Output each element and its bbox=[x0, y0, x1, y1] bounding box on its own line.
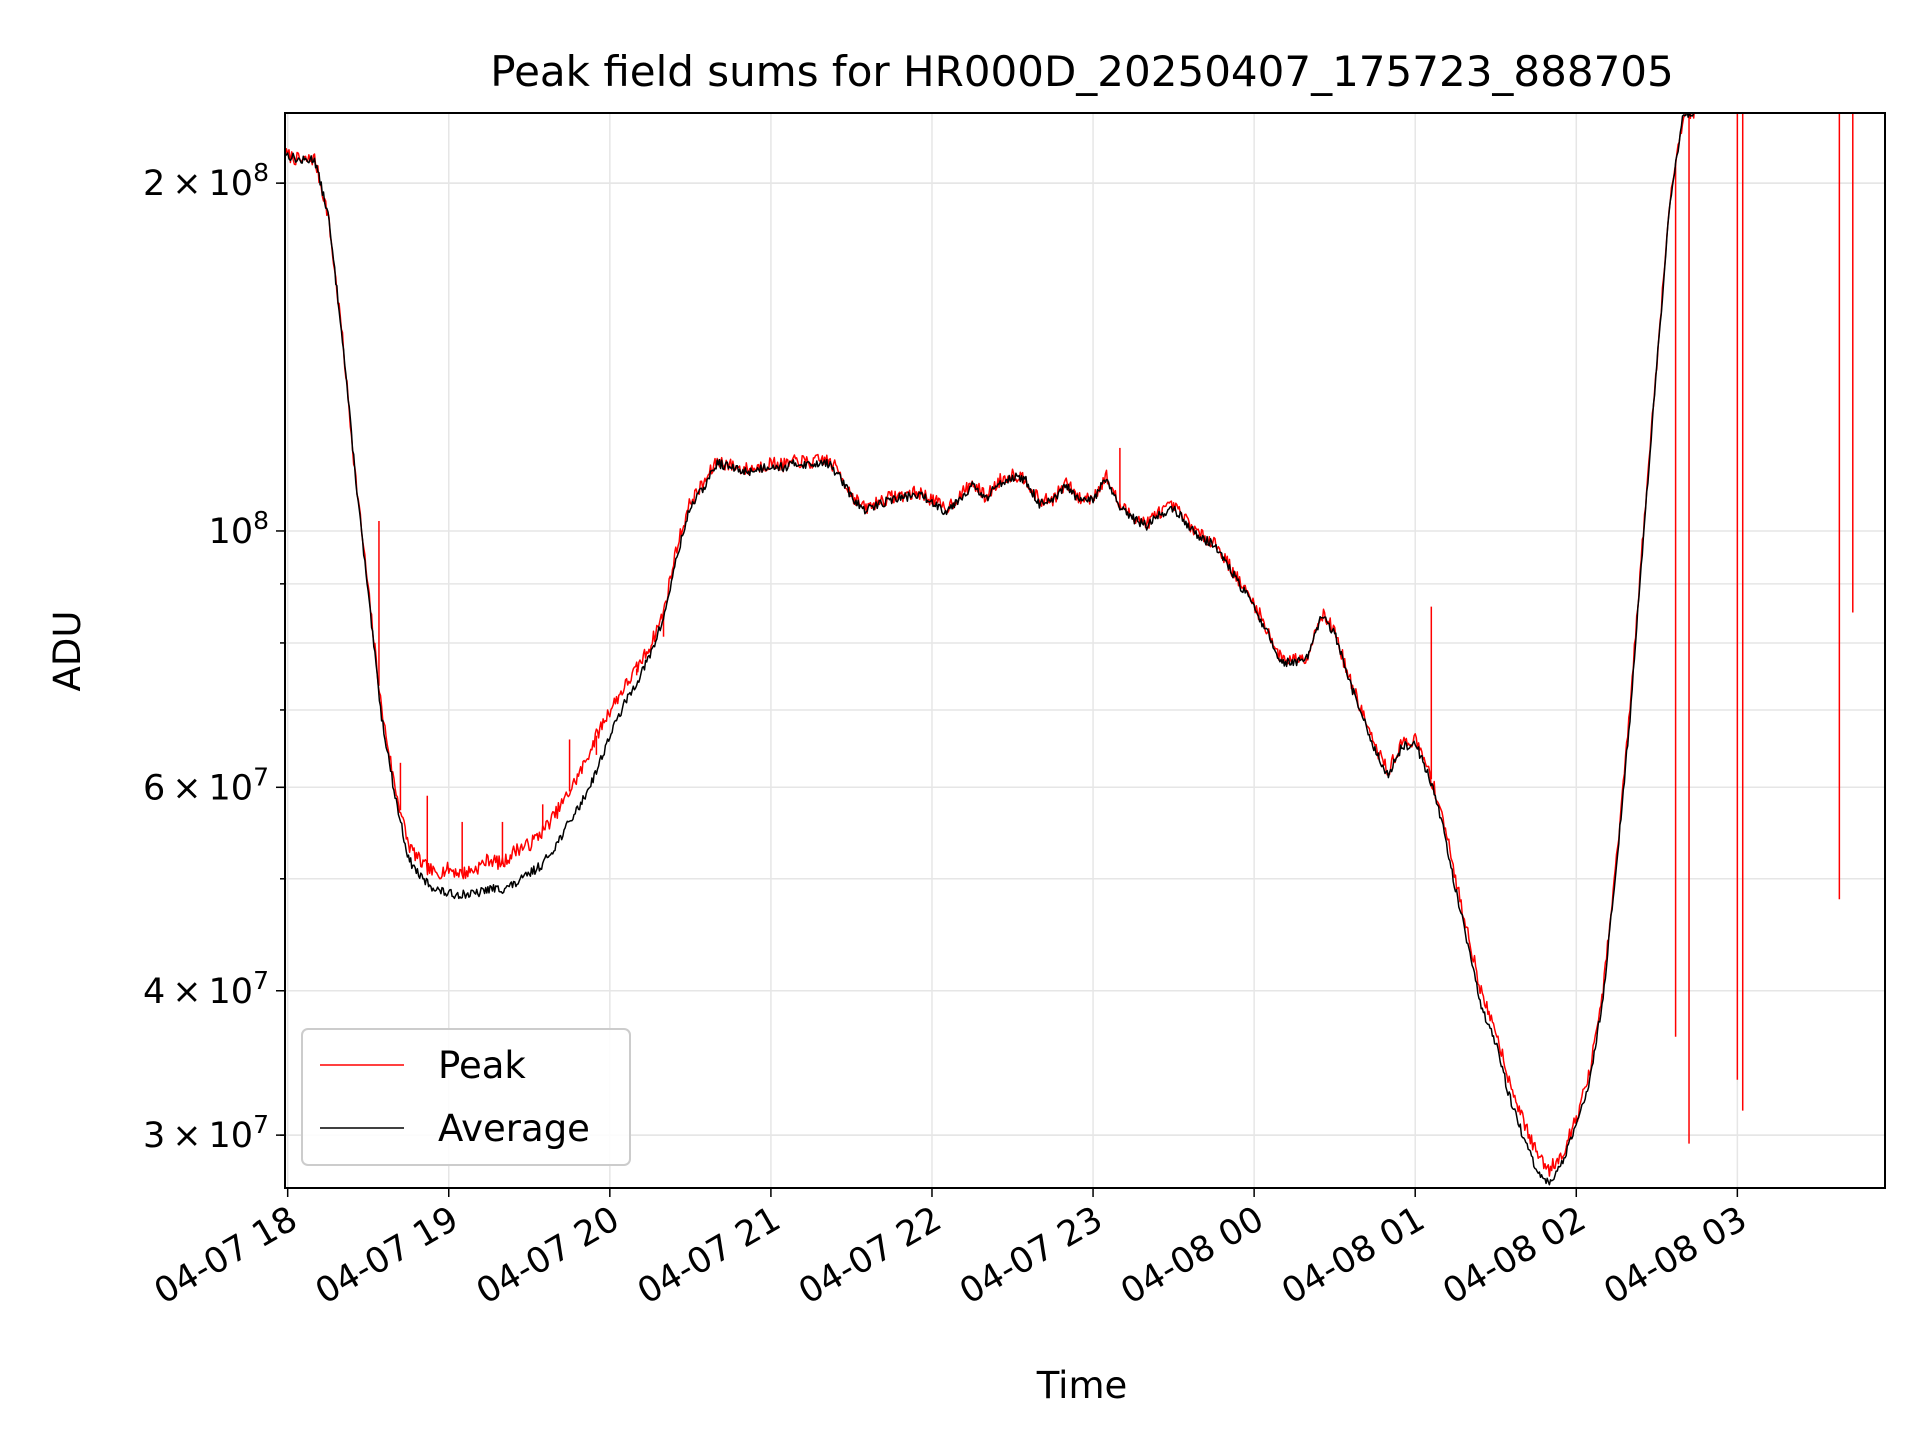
y-axis-label: ADU bbox=[46, 611, 89, 692]
plot-frame bbox=[284, 112, 1886, 1189]
legend-label-peak: Peak bbox=[438, 1044, 526, 1087]
chart-title: Peak field sums for HR000D_20250407_1757… bbox=[490, 47, 1674, 96]
series-layer bbox=[285, 113, 1854, 1186]
series-line-average bbox=[285, 113, 1695, 1186]
y-tick-label: 3 × 107 bbox=[143, 1110, 269, 1156]
legend: Peak Average bbox=[301, 1028, 631, 1166]
legend-label-average: Average bbox=[438, 1107, 590, 1150]
y-tick-label: 6 × 107 bbox=[143, 762, 269, 808]
y-tick-label: 2 × 108 bbox=[143, 158, 269, 204]
legend-box bbox=[301, 1028, 631, 1166]
x-axis-label: Time bbox=[1036, 1364, 1128, 1407]
y-tick-label: 4 × 107 bbox=[143, 966, 269, 1012]
